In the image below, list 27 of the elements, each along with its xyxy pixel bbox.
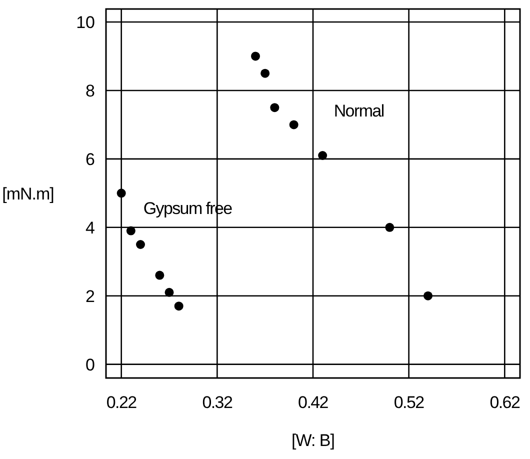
point: [270, 103, 280, 112]
point: [164, 288, 174, 297]
point: [385, 222, 394, 232]
y-tick-label: 4: [86, 218, 95, 238]
point: [251, 52, 260, 61]
y-tick-label: 0: [86, 355, 95, 374]
point: [289, 120, 298, 130]
point: [260, 68, 270, 78]
point: [116, 188, 126, 198]
x-tick-label: 0.62: [490, 393, 520, 412]
point: [424, 291, 432, 300]
point: [155, 270, 164, 280]
x-tick-label: 0.32: [202, 393, 232, 412]
point: [174, 302, 184, 311]
point: [126, 226, 136, 236]
series-label: Normal: [334, 102, 384, 121]
x-tick-label: 0.22: [106, 393, 137, 412]
x-tick-label: 0.52: [394, 393, 424, 412]
y-tick-label: 6: [86, 150, 95, 169]
y-tick-label: 8: [86, 81, 95, 100]
x-axis-title: [W: B]: [292, 431, 334, 450]
x-tick-label: 0.42: [298, 393, 328, 412]
y-axis-title: [mN.m]: [2, 184, 54, 204]
point: [318, 151, 328, 160]
y-tick-label: 2: [86, 286, 95, 306]
y-tick-label: 10: [76, 12, 95, 32]
point: [136, 240, 145, 249]
